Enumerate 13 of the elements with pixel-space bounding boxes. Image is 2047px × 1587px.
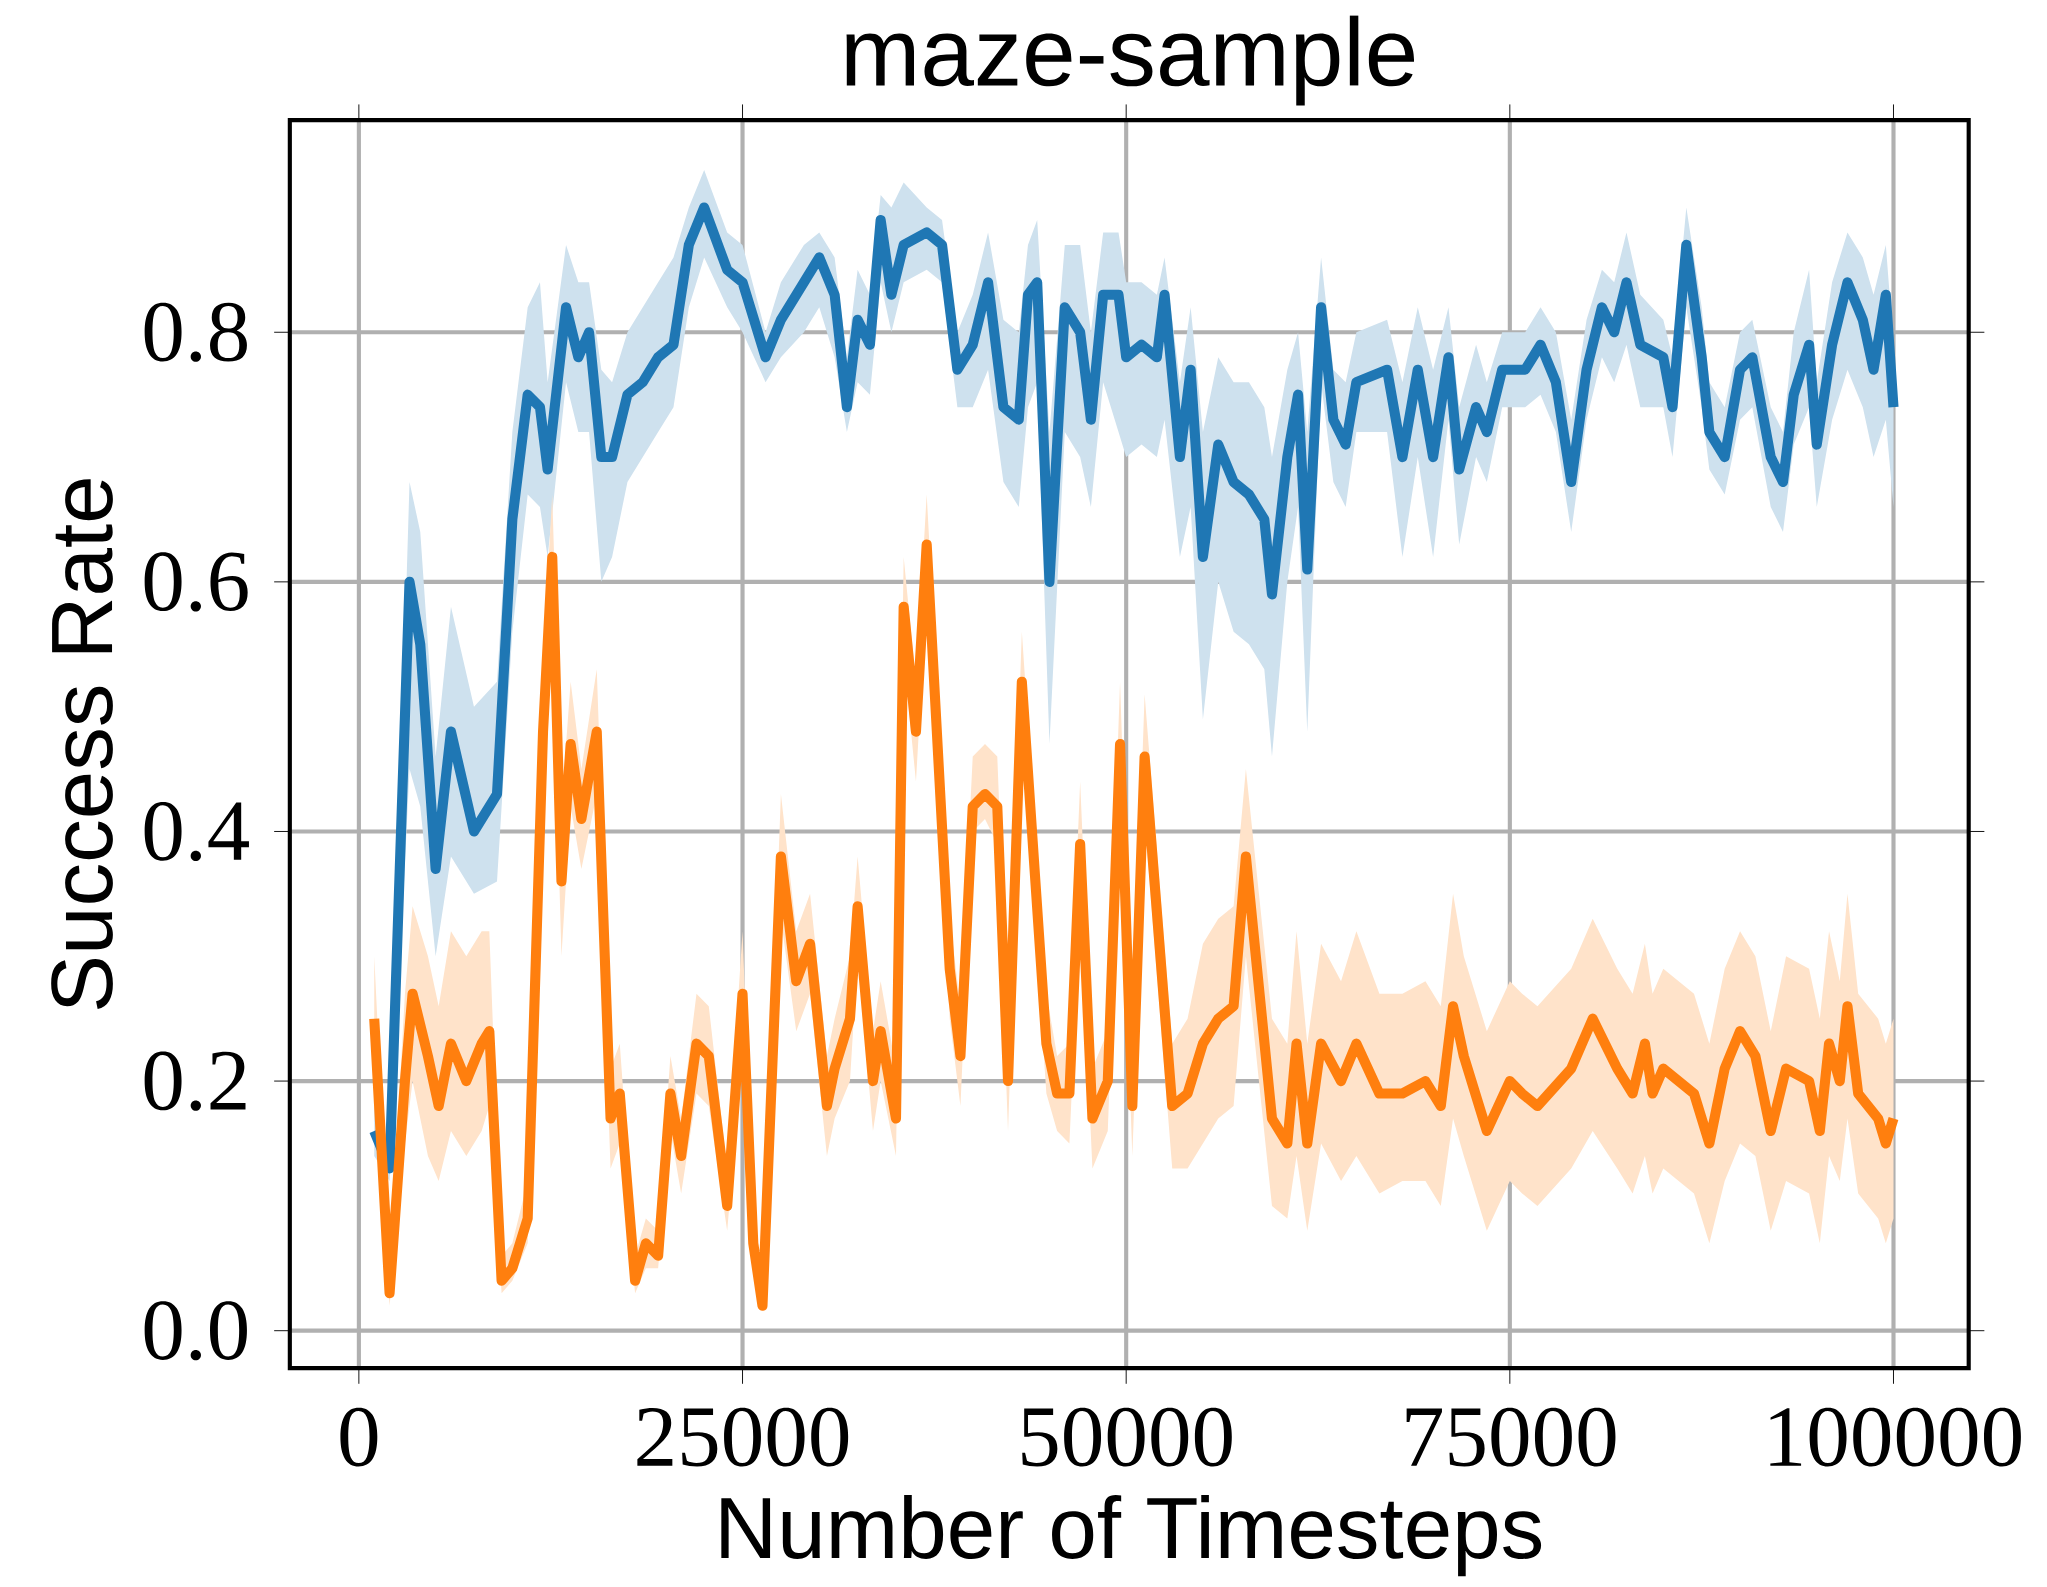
x-axis-title: Number of Timesteps	[721, 1494, 1542, 1576]
y-tick-label: 0.6	[144, 552, 248, 612]
chart-title: maze-sample	[846, 15, 1415, 106]
y-tick-label: 0.2	[144, 1051, 246, 1111]
x-tick-label: 25000	[637, 1407, 849, 1467]
y-tick-label: 0.8	[144, 302, 247, 362]
x-tick-label: 100000	[1770, 1407, 2021, 1467]
x-tick-label: 75000	[1406, 1407, 1616, 1467]
y-axis-title: Success Rate	[51, 478, 113, 1009]
x-tick-label: 0	[340, 1407, 378, 1467]
y-tick-label: 0.0	[144, 1300, 247, 1361]
y-tick-label: 0.4	[144, 801, 249, 861]
x-tick-label: 50000	[1022, 1407, 1232, 1467]
